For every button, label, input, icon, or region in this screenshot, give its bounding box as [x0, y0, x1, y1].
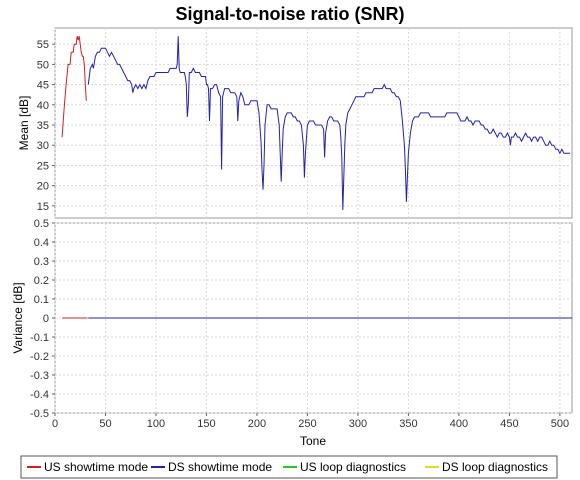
mean-y-axis-label: Mean [dB]	[17, 96, 31, 151]
legend-label: DS showtime mode	[168, 460, 272, 474]
legend-label: US loop diagnostics	[300, 460, 406, 474]
x-tick-label: 100	[147, 418, 165, 430]
x-axis-label: Tone	[300, 434, 326, 448]
x-tick-label: 0	[52, 418, 58, 430]
y-tick-label: 0.2	[34, 275, 49, 287]
x-tick-label: 50	[99, 418, 111, 430]
y-tick-label: 0.5	[34, 218, 49, 230]
legend-label: DS loop diagnostics	[442, 460, 548, 474]
x-tick-label: 200	[248, 418, 266, 430]
y-tick-label: 0.1	[34, 294, 49, 306]
x-tick-label: 150	[197, 418, 215, 430]
y-tick-label: 0.4	[34, 237, 49, 249]
variance-panel: Variance [dB] -0.5 -0.4 -0.3 -0.2 -0.1 0 0.1 0.…	[11, 218, 573, 420]
y-tick-label: 15	[37, 201, 49, 213]
y-tick-label: -0.4	[30, 389, 49, 401]
chart-title: Signal-to-noise ratio (SNR)	[176, 4, 405, 24]
series-line-ds-showtime-mode	[87, 36, 570, 210]
y-tick-label: -0.2	[30, 351, 49, 363]
y-tick-label: 45	[37, 80, 49, 92]
mean-panel: Mean [dB] 15 20 25 30 35 40 45 50 55	[17, 27, 573, 219]
y-tick-label: 40	[37, 100, 49, 112]
y-tick-label: 50	[37, 59, 49, 71]
y-tick-label: 35	[37, 120, 49, 132]
y-tick-label: 0	[43, 313, 49, 325]
variance-y-axis-label: Variance [dB]	[11, 282, 25, 353]
y-tick-label: 55	[37, 39, 49, 51]
x-tick-label: 350	[399, 418, 417, 430]
y-tick-label: 30	[37, 140, 49, 152]
x-axis: 0 50 100 150 200 250 300 350 400 450 500	[52, 413, 569, 430]
y-tick-label: 25	[37, 160, 49, 172]
x-tick-label: 500	[551, 418, 569, 430]
y-tick-label: -0.5	[30, 408, 49, 420]
legend-label: US showtime mode	[44, 460, 148, 474]
plot-area	[54, 27, 573, 219]
y-tick-label: -0.3	[30, 370, 49, 382]
x-tick-label: 250	[298, 418, 316, 430]
chart-legend: US showtime mode DS showtime mode US loop …	[20, 455, 558, 479]
y-tick-label: -0.1	[30, 332, 49, 344]
y-tick-label: 20	[37, 181, 49, 193]
x-tick-label: 450	[500, 418, 518, 430]
x-tick-label: 300	[349, 418, 367, 430]
y-tick-label: 0.3	[34, 256, 49, 268]
series-line-us-showtime-mode	[61, 35, 87, 138]
x-tick-label: 400	[450, 418, 468, 430]
